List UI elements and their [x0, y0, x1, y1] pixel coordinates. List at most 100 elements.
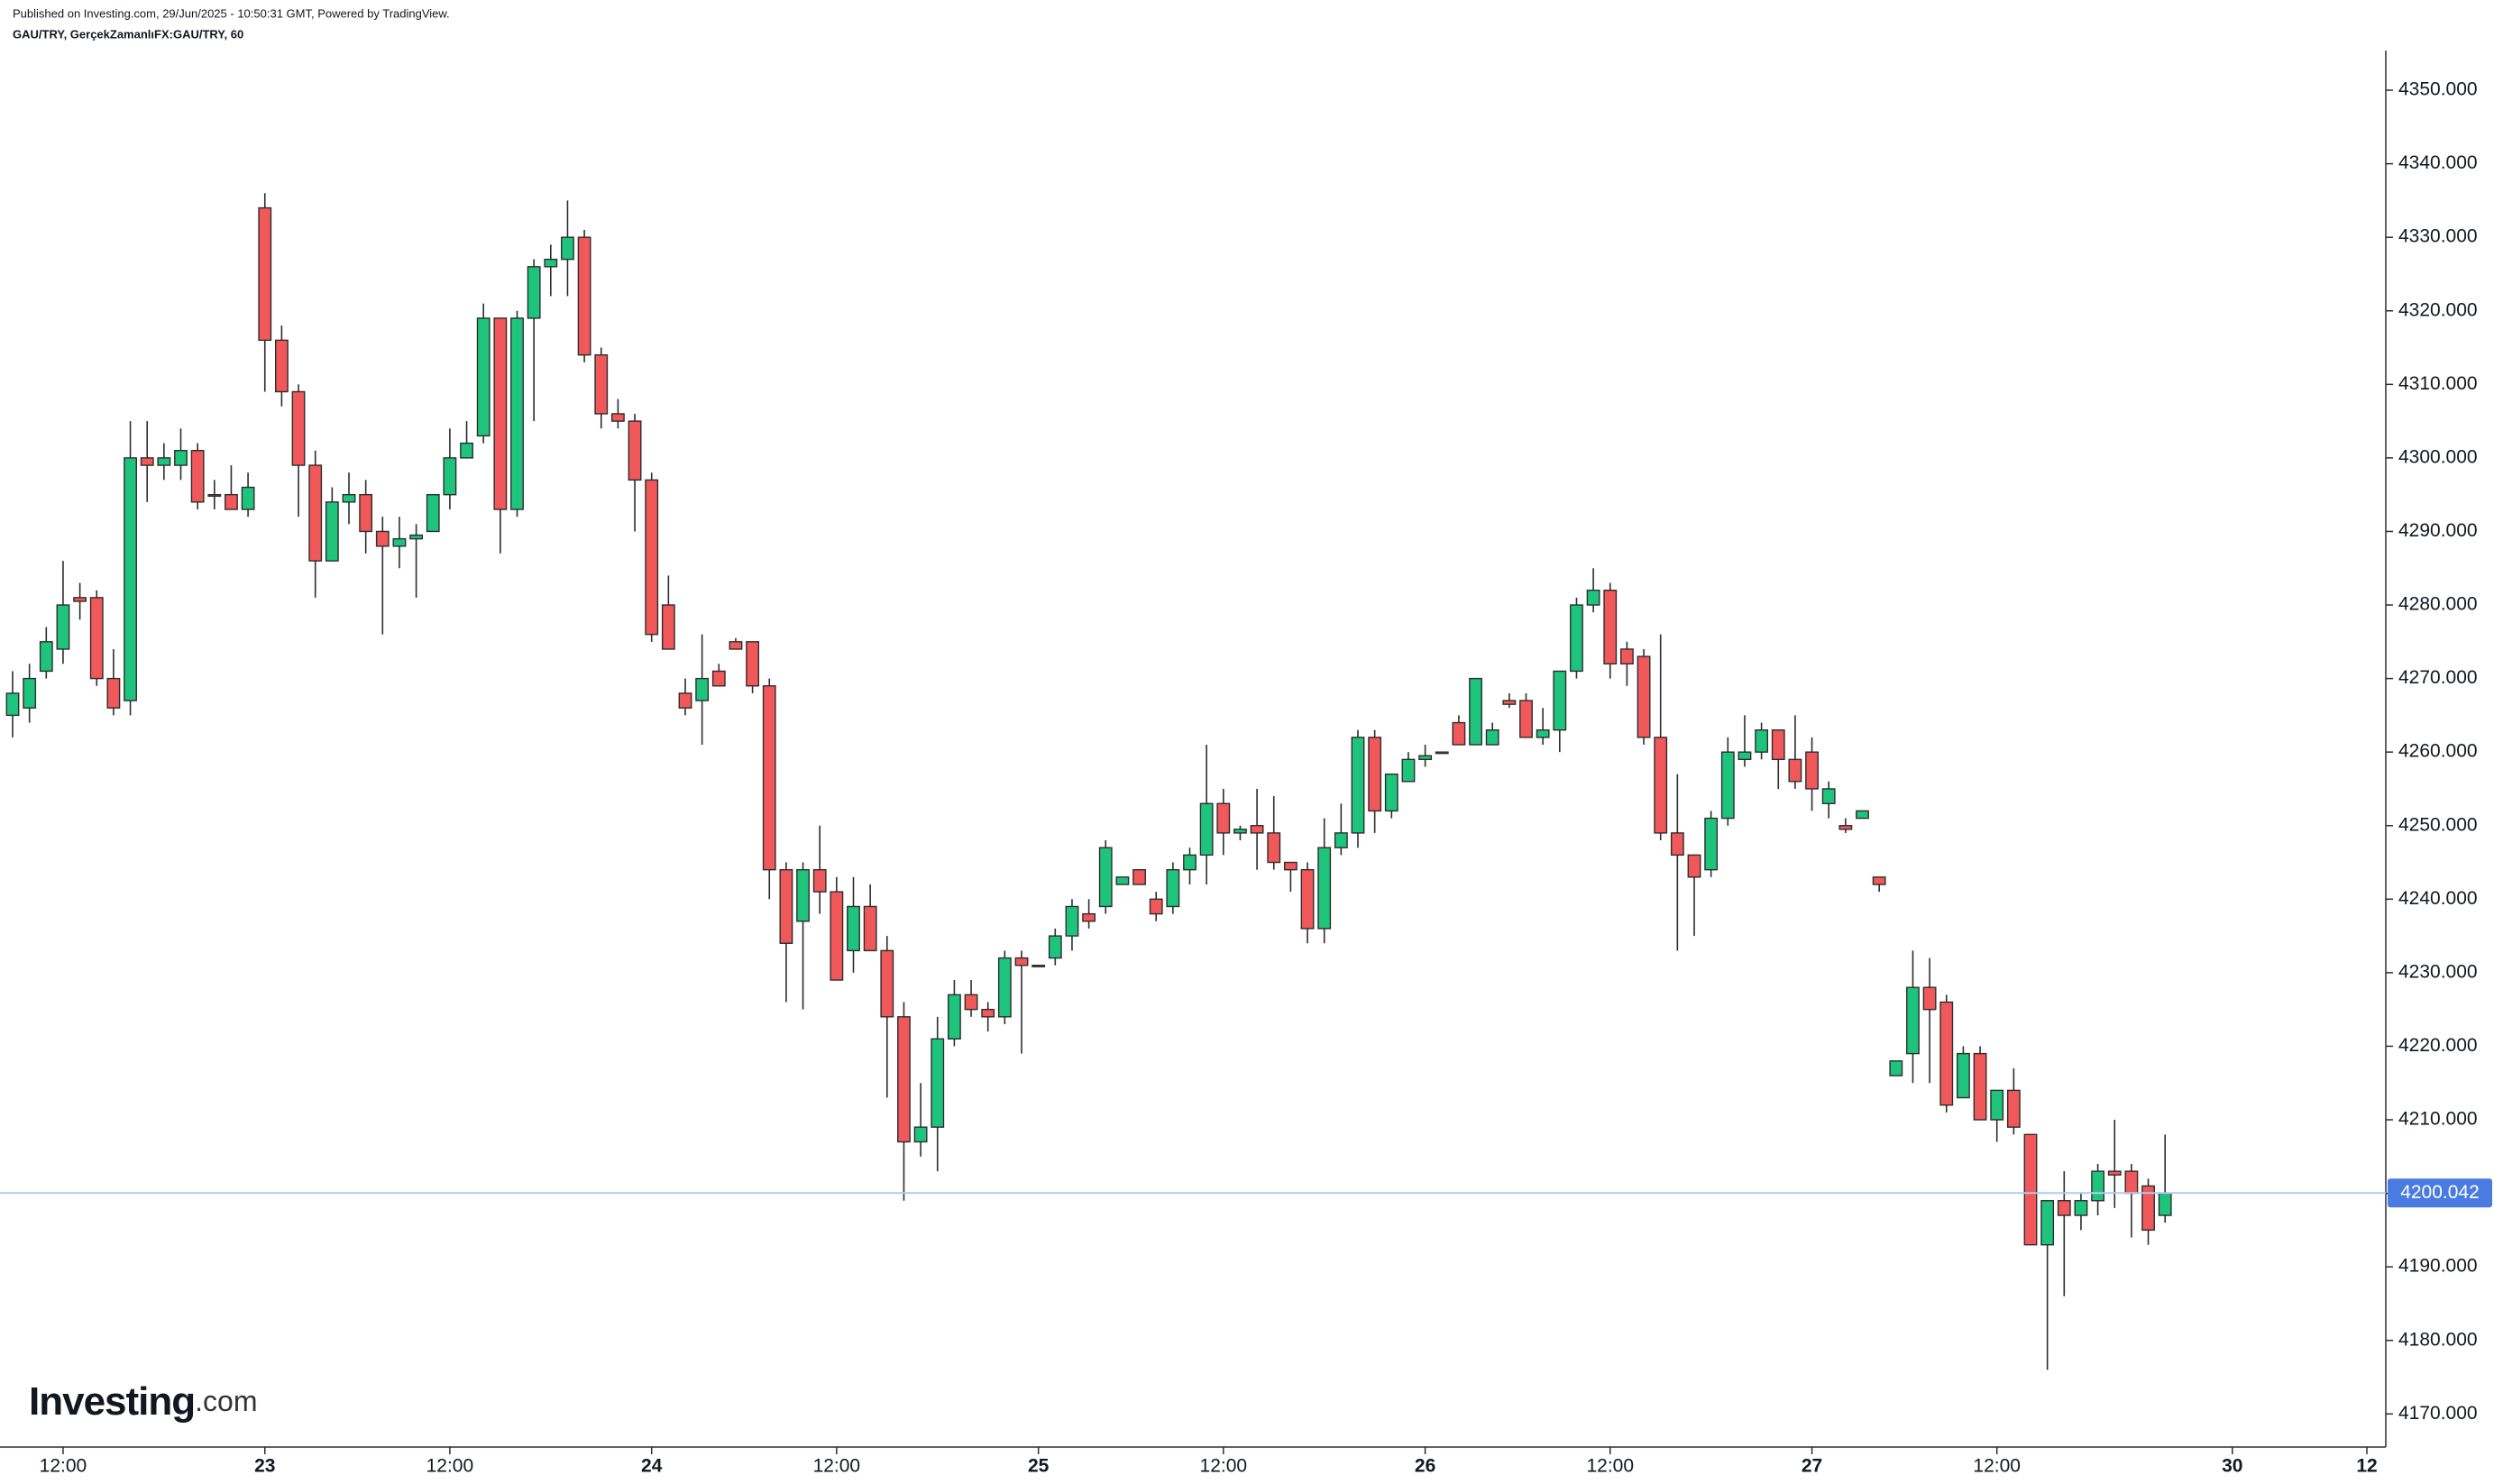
candle-body	[89, 597, 104, 680]
x-tick-label: 12:00	[426, 1456, 474, 1477]
candle-body	[1115, 876, 1130, 885]
x-tick-label: 12:00	[40, 1456, 87, 1477]
candle-body	[1368, 737, 1382, 812]
candle-body	[678, 692, 692, 709]
candle-body	[1065, 905, 1079, 937]
candle-body	[1570, 604, 1583, 673]
y-tick-label: 4190.000	[2398, 1256, 2478, 1277]
candle-body	[2107, 1170, 2122, 1176]
candle-body	[426, 493, 440, 533]
x-tick-label: 24	[641, 1456, 663, 1477]
candle-body	[1906, 986, 1920, 1055]
candle-body	[746, 641, 760, 687]
candle-body	[796, 868, 810, 922]
y-tick-label: 4320.000	[2398, 299, 2478, 320]
candle-body	[1872, 876, 1886, 885]
y-tick-label: 4220.000	[2398, 1035, 2478, 1056]
candle-body	[2158, 1192, 2172, 1216]
candle-body	[997, 957, 1012, 1018]
candle-body	[830, 891, 844, 981]
candle-body	[964, 994, 978, 1011]
y-tick-label: 4180.000	[2398, 1329, 2478, 1350]
candle-body	[1149, 898, 1163, 915]
y-tick-label: 4210.000	[2398, 1109, 2478, 1130]
candle-body	[544, 258, 558, 268]
candle-body	[1956, 1052, 1970, 1099]
candle-body	[1014, 957, 1029, 966]
candle-body	[913, 1126, 928, 1143]
x-tick-label: 26	[1415, 1456, 1435, 1477]
y-tick-label: 4300.000	[2398, 446, 2478, 467]
candle-body	[1704, 817, 1719, 871]
candle-body	[695, 677, 710, 701]
candle-body	[375, 530, 390, 547]
candle-body	[359, 493, 373, 533]
candle-body	[610, 413, 625, 422]
last-price-box	[2388, 1178, 2492, 1208]
candle-body	[1469, 677, 1482, 746]
y-tick-label: 4290.000	[2398, 520, 2478, 541]
candle-body	[1199, 802, 1214, 857]
candle-body	[174, 450, 188, 466]
candle-body	[1267, 832, 1281, 864]
candle-body	[258, 206, 272, 342]
candle-body	[1720, 751, 1735, 820]
x-tick-label: 23	[254, 1456, 275, 1477]
x-tick-label: 12:00	[1200, 1456, 1248, 1477]
y-tick-label: 4330.000	[2398, 226, 2478, 247]
y-tick-label: 4340.000	[2398, 152, 2478, 173]
y-tick-label: 4260.000	[2398, 741, 2478, 762]
candle-body	[241, 486, 255, 510]
candle-body	[527, 266, 541, 319]
candle-body	[1183, 854, 1197, 871]
candle-body	[1939, 1001, 1954, 1106]
candle-body	[5, 692, 20, 717]
candle-body	[1738, 751, 1752, 761]
candle-body	[460, 442, 473, 459]
x-tick-label: 12:00	[1973, 1456, 2021, 1477]
candle-body	[443, 457, 457, 496]
candle-body	[510, 317, 524, 510]
chart-title: GAU/TRY, GerçekZamanlıFX:GAU/TRY, 60	[13, 27, 243, 41]
candle-body	[23, 677, 37, 709]
candle-body	[2023, 1133, 2038, 1246]
candle-body	[645, 479, 659, 636]
candle-body	[1687, 854, 1701, 878]
candle-body	[1300, 868, 1315, 930]
candle-body	[1452, 721, 1466, 746]
candle-body	[1132, 868, 1146, 885]
candle-body	[39, 641, 53, 673]
candle-body	[863, 905, 877, 952]
logo: Investing.com	[29, 1379, 258, 1424]
candle-body	[2057, 1200, 2071, 1216]
candle-body	[2006, 1089, 2021, 1128]
logo-name: Investing	[29, 1379, 195, 1424]
candle-body	[1654, 737, 1668, 834]
candle-body	[1317, 847, 1332, 930]
candle-body	[1603, 590, 1618, 664]
candle-body	[140, 457, 154, 466]
candle-body	[577, 236, 591, 356]
candle-body	[106, 677, 121, 709]
x-tick-label: 12:00	[813, 1456, 861, 1477]
last-price-label: 4200.042	[2400, 1182, 2480, 1203]
y-tick-label: 4280.000	[2398, 594, 2478, 615]
x-tick-label: 30	[2222, 1456, 2242, 1477]
candle-body	[2074, 1200, 2088, 1216]
candle-body	[1519, 700, 1533, 738]
candle-body	[342, 493, 356, 503]
candle-body	[1384, 773, 1398, 812]
candle-body	[1216, 802, 1231, 834]
candle-body	[947, 994, 961, 1040]
candle-body	[56, 604, 70, 650]
candle-body	[157, 457, 171, 466]
candle-body	[2124, 1170, 2139, 1195]
candle-body	[711, 670, 726, 687]
candle-body	[1351, 737, 1365, 834]
candle-body	[812, 868, 827, 893]
candle-body	[274, 339, 289, 393]
candle-body	[779, 868, 793, 944]
candle-body	[1536, 728, 1550, 738]
